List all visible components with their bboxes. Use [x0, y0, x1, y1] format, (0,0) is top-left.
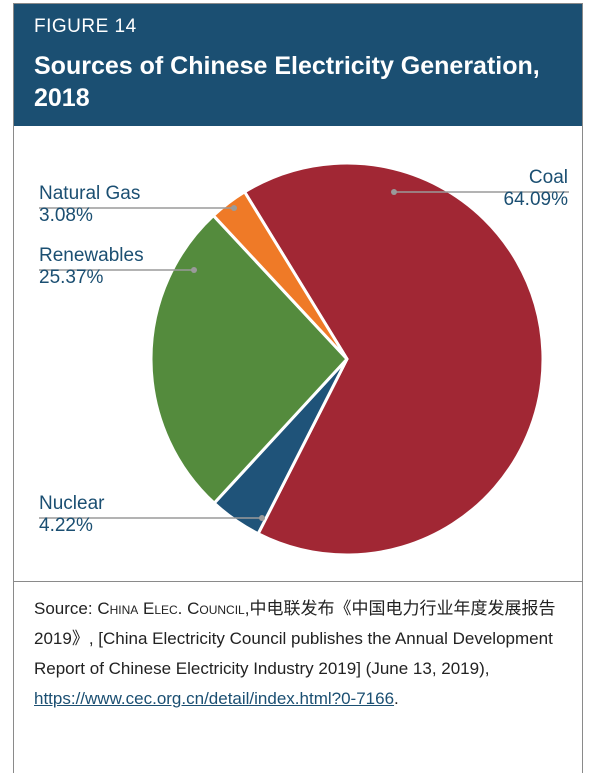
- label-natural-gas-value: 3.08%: [39, 205, 93, 226]
- label-coal-name: Coal: [528, 167, 568, 188]
- source-suffix: .: [394, 689, 399, 708]
- label-renewables: Renewables 25.37%: [39, 245, 144, 289]
- label-natural-gas-name: Natural Gas: [39, 183, 141, 204]
- pie-slice-coal: [243, 161, 545, 557]
- source-divider: [14, 581, 582, 582]
- label-coal-value: 64.09%: [503, 189, 568, 210]
- pie-slice-renewables: [149, 214, 349, 505]
- pie-chart: Coal 64.09% Natural Gas 3.08% Renewables…: [14, 126, 582, 581]
- label-natural-gas: Natural Gas 3.08%: [39, 183, 140, 227]
- source-link[interactable]: https://www.cec.org.cn/detail/index.html…: [34, 689, 395, 708]
- leader-dot-natural-gas: [231, 205, 237, 211]
- figure-label: FIGURE 14: [34, 16, 137, 37]
- source-prefix: Source:: [34, 599, 98, 618]
- pie-slice-natural-gas: [211, 190, 349, 361]
- label-nuclear: Nuclear 4.22%: [39, 493, 104, 537]
- figure-title: Sources of Chinese Electricity Generatio…: [34, 52, 540, 112]
- figure-frame: FIGURE 14 Sources of Chinese Electricity…: [13, 3, 583, 773]
- leader-dot-coal: [391, 189, 397, 195]
- label-coal: Coal 64.09%: [504, 167, 568, 211]
- leader-dot-renewables: [191, 267, 197, 273]
- pie-chart-svg: [39, 161, 569, 557]
- label-nuclear-name: Nuclear: [39, 493, 105, 514]
- label-renewables-name: Renewables: [39, 245, 144, 266]
- figure-header: FIGURE 14 Sources of Chinese Electricity…: [14, 4, 582, 126]
- source-org: China Elec. Council: [97, 599, 245, 618]
- label-renewables-value: 25.37%: [39, 267, 104, 288]
- source-text: ,中电联发布《中国电力行业年度发展报告2019》, [China Electri…: [34, 599, 556, 678]
- source-note: Source: China Elec. Council,中电联发布《中国电力行业…: [34, 594, 574, 714]
- label-nuclear-value: 4.22%: [39, 515, 93, 536]
- leader-dot-nuclear: [259, 515, 265, 521]
